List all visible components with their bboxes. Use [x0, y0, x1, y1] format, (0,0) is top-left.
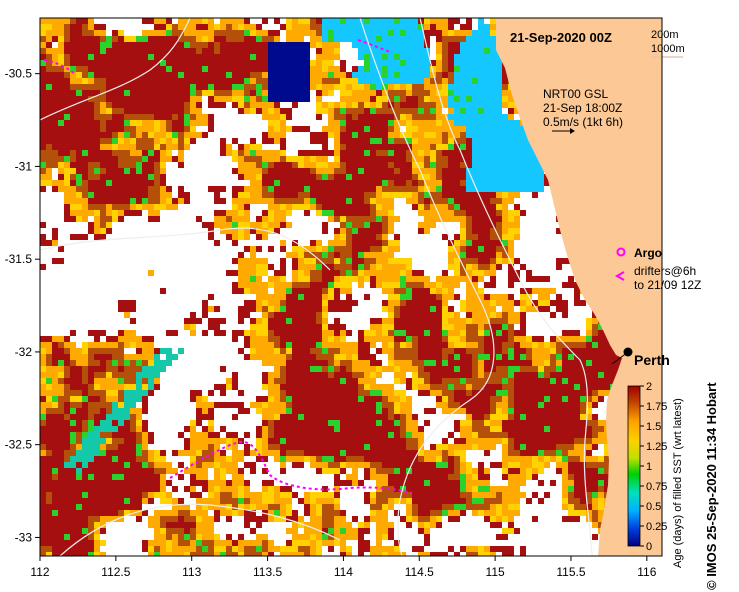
argo-label: Argo	[634, 246, 662, 260]
y-tick-label: -32	[15, 345, 33, 359]
colorbar-tick-label: 0.75	[646, 481, 667, 493]
x-tick-label: 115	[486, 565, 505, 579]
contour-1000m-label: 1000m	[651, 43, 685, 55]
city-marker-icon	[611, 347, 633, 365]
colorbar-tick-label: 0	[646, 541, 652, 553]
x-tick-label: 114	[334, 565, 353, 579]
colorbar-tick-label: 0.25	[646, 521, 667, 533]
date-label: 21-Sep-2020 00Z	[510, 30, 612, 45]
y-tick-label: -31.5	[5, 252, 33, 266]
plot-border	[39, 17, 663, 557]
city-label: Perth	[634, 352, 670, 368]
colorbar-tick-label: 1.5	[646, 421, 661, 433]
land-mass	[496, 18, 662, 556]
y-tick-label: -31	[15, 159, 33, 173]
drifters-label-line1: drifters@6h	[634, 264, 696, 278]
colorbar-tick-label: 2	[646, 381, 652, 393]
y-axis: -30.5 -31 -31.5 -32 -32.5 -33	[5, 67, 40, 544]
colorbar-tick-label: 0.5	[646, 501, 661, 513]
y-tick-label: -33	[15, 530, 33, 544]
current-scale-arrow	[552, 128, 575, 134]
colorbar	[627, 385, 641, 547]
x-tick-label: 112	[30, 565, 49, 579]
colorbar-tick-label: 1.75	[646, 401, 667, 413]
colorbar-tick-label: 1.25	[646, 441, 667, 453]
x-tick-label: 113	[182, 565, 201, 579]
current-time-label: 21-Sep 18:00Z	[543, 101, 622, 115]
depth-contours	[40, 18, 593, 556]
x-axis: 112 112.5 113 113.5 114 114.5 115 115.5 116	[30, 556, 657, 579]
current-source-label: NRT00 GSL	[543, 87, 608, 101]
colorbar-tick-label: 1	[646, 461, 652, 473]
drifter-tracks	[43, 39, 413, 494]
x-tick-label: 116	[637, 565, 656, 579]
drifters-label-line2: to 21/09 12Z	[634, 278, 701, 292]
argo-marker-icon	[616, 247, 626, 257]
colorbar-title: Age (days) of filled SST (wrt latest)	[672, 398, 684, 568]
y-tick-label: -32.5	[5, 438, 33, 452]
drifter-marker-icon	[614, 271, 625, 281]
x-tick-label: 113.5	[253, 565, 282, 579]
credit-label: © IMOS 25-Sep-2020 11:34 Hobart	[704, 382, 719, 590]
y-tick-label: -30.5	[5, 67, 33, 81]
contour-200m-label: 200m	[651, 29, 679, 41]
x-tick-label: 112.5	[101, 565, 130, 579]
current-scale-label: 0.5m/s (1kt 6h)	[543, 115, 623, 129]
x-tick-label: 114.5	[405, 565, 434, 579]
x-tick-label: 115.5	[556, 565, 585, 579]
